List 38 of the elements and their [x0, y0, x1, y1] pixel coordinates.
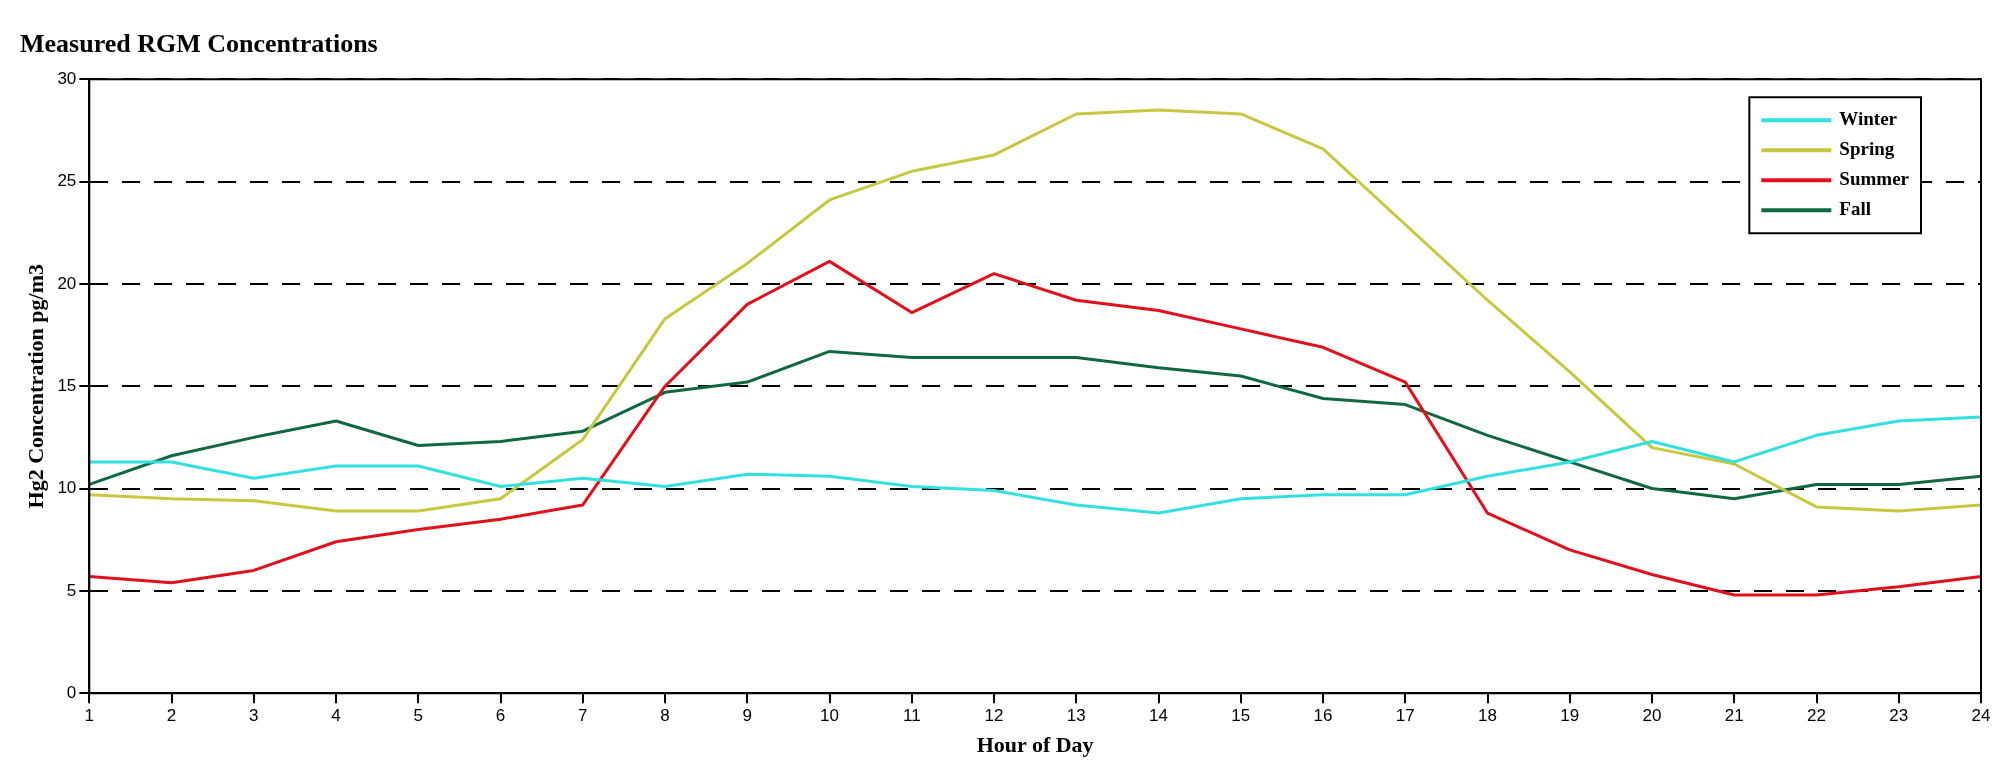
- x-tick-label: 24: [1971, 706, 1991, 726]
- y-tick-label: 15: [57, 375, 77, 395]
- legend-label: Fall: [1839, 198, 1872, 220]
- legend-label: Spring: [1839, 138, 1895, 160]
- x-tick-label: 2: [166, 706, 177, 726]
- x-axis-title: Hour of Day: [976, 732, 1094, 758]
- legend-label: Summer: [1839, 168, 1910, 190]
- x-tick-label: 23: [1889, 706, 1909, 726]
- y-tick-label: 5: [66, 580, 77, 600]
- x-tick-label: 15: [1231, 706, 1251, 726]
- y-tick-label: 30: [57, 68, 77, 88]
- x-tick-label: 12: [984, 706, 1004, 726]
- y-tick-label: 25: [57, 171, 77, 191]
- x-tick-label: 21: [1724, 706, 1744, 726]
- y-axis-title: Hg2 Concentration pg/m3: [22, 263, 48, 509]
- legend-label: Winter: [1839, 108, 1898, 130]
- x-tick-label: 13: [1066, 706, 1086, 726]
- x-tick-label: 14: [1149, 706, 1168, 726]
- x-tick-label: 20: [1642, 706, 1662, 726]
- x-tick-label: 22: [1807, 706, 1826, 726]
- x-tick-label: 3: [249, 706, 259, 726]
- chart-title: Measured RGM Concentrations: [20, 29, 378, 59]
- x-tick-label: 1: [84, 706, 95, 726]
- x-tick-label: 10: [820, 706, 839, 726]
- x-tick-label: 17: [1395, 706, 1415, 726]
- x-tick-label: 6: [495, 706, 506, 726]
- x-tick-label: 11: [902, 706, 921, 726]
- x-tick-label: 16: [1313, 706, 1333, 726]
- x-tick-label: 5: [413, 706, 424, 726]
- y-tick-label: 20: [57, 273, 77, 293]
- x-tick-label: 7: [578, 706, 588, 726]
- x-tick-label: 8: [660, 706, 670, 726]
- y-tick-label: 0: [66, 682, 77, 702]
- x-tick-label: 9: [742, 706, 753, 726]
- y-tick-label: 10: [57, 478, 77, 498]
- x-tick-label: 19: [1560, 706, 1580, 726]
- x-tick-label: 4: [331, 706, 341, 726]
- x-tick-label: 18: [1478, 706, 1497, 726]
